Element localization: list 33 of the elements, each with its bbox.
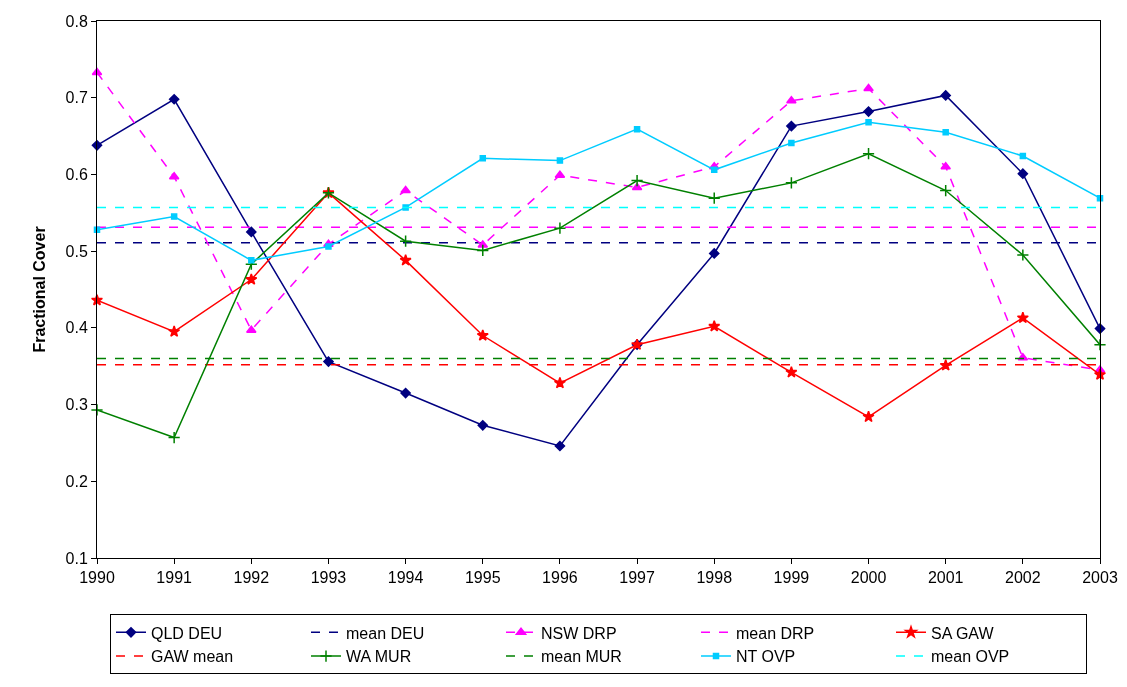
legend-label: SA GAW	[931, 624, 995, 642]
y-tick-label: 0.6	[65, 166, 88, 184]
legend-label: mean OVP	[931, 648, 1010, 666]
x-tick-label: 1995	[464, 569, 501, 587]
x-tick-label: 2003	[1082, 569, 1118, 587]
x-tick-label: 1990	[79, 569, 115, 587]
y-tick-label: 0.5	[65, 242, 88, 260]
x-tick-label: 1996	[542, 569, 578, 587]
legend-label: mean MUR	[541, 648, 622, 666]
x-tick-label: 1993	[310, 569, 347, 587]
legend-label: NT OVP	[736, 648, 796, 666]
y-tick-label: 0.4	[65, 319, 88, 337]
x-tick-label: 1992	[233, 569, 270, 587]
legend-label: NSW DRP	[541, 624, 617, 642]
x-tick-label: 1998	[696, 569, 733, 587]
y-axis-title: Fractional Cover	[31, 226, 49, 353]
legend-label: mean DEU	[346, 624, 425, 642]
x-tick-label: 1991	[156, 569, 193, 587]
y-tick-label: 0.2	[65, 472, 88, 490]
y-tick-label: 0.7	[65, 89, 88, 107]
y-tick-label: 0.8	[65, 12, 88, 30]
y-tick-label: 0.3	[65, 396, 88, 414]
y-tick-label: 0.1	[65, 549, 88, 567]
x-tick-label: 1997	[619, 569, 655, 587]
legend-label: GAW mean	[151, 648, 234, 666]
legend-label: WA MUR	[346, 648, 412, 666]
legend-label: QLD DEU	[151, 624, 223, 642]
x-tick-label: 2002	[1005, 569, 1041, 587]
x-tick-label: 1999	[773, 569, 810, 587]
legend-label: mean DRP	[736, 624, 815, 642]
x-tick-label: 1994	[387, 569, 424, 587]
x-tick-label: 2001	[927, 569, 964, 587]
x-tick-label: 2000	[850, 569, 887, 587]
